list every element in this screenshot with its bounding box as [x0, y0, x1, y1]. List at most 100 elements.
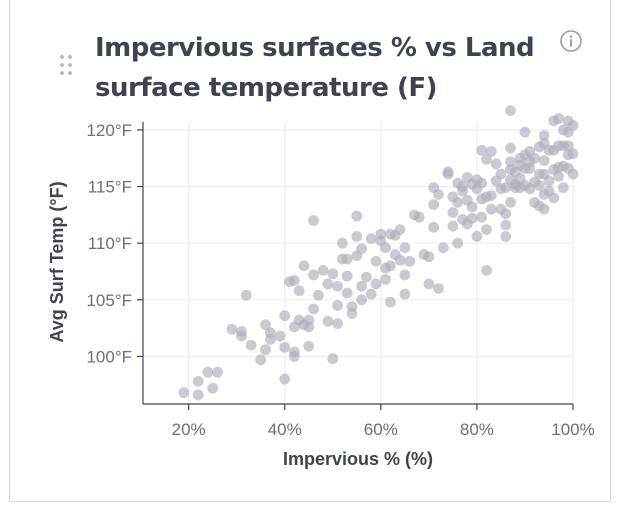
data-points	[178, 105, 579, 401]
data-point	[346, 301, 358, 313]
data-point	[481, 153, 492, 165]
data-point	[341, 270, 353, 282]
data-point	[442, 168, 454, 180]
data-point	[192, 389, 204, 401]
data-point	[533, 180, 545, 191]
x-tick-label: 100%	[551, 420, 594, 439]
data-point	[293, 285, 305, 297]
data-point	[308, 303, 319, 315]
info-icon[interactable]	[560, 30, 582, 52]
data-point	[505, 197, 516, 208]
data-point	[519, 126, 531, 138]
data-point	[341, 287, 353, 299]
data-point	[365, 288, 377, 300]
data-point	[308, 269, 319, 281]
data-point	[303, 340, 315, 352]
data-point	[399, 288, 411, 300]
data-point	[385, 296, 396, 308]
data-point	[476, 177, 488, 189]
data-point	[543, 175, 555, 187]
data-point	[327, 353, 339, 365]
data-point	[548, 192, 560, 204]
data-point	[538, 130, 550, 141]
data-point	[423, 251, 435, 263]
x-axis-label: Impervious % (%)	[283, 449, 433, 469]
y-tick-label: 110°F	[88, 234, 132, 253]
data-point	[332, 300, 343, 311]
data-point	[380, 242, 392, 254]
data-point	[385, 260, 396, 272]
data-point	[481, 224, 492, 235]
data-point	[288, 275, 300, 286]
data-point	[327, 268, 339, 280]
data-point	[312, 289, 324, 301]
data-point	[485, 203, 497, 215]
data-point	[529, 152, 540, 164]
data-point	[298, 260, 310, 272]
data-point	[255, 354, 267, 366]
data-point	[476, 144, 488, 156]
data-point	[236, 330, 247, 342]
data-point	[447, 207, 459, 219]
data-point	[553, 170, 564, 182]
data-point	[240, 289, 252, 301]
data-point	[226, 323, 238, 335]
data-point	[351, 230, 363, 242]
data-point	[505, 105, 516, 117]
data-point	[562, 140, 574, 152]
chart-title: Impervious surfaces % vs Land surface te…	[95, 33, 535, 103]
data-point	[356, 294, 368, 306]
data-point	[567, 119, 579, 131]
data-point	[380, 274, 392, 285]
data-point	[264, 334, 276, 345]
data-point	[332, 280, 343, 292]
drag-handle-icon[interactable]	[60, 55, 74, 77]
data-point	[538, 155, 550, 166]
data-point	[245, 339, 257, 351]
data-point	[481, 264, 492, 276]
chart-card	[9, 0, 611, 502]
x-tick-label: 20%	[172, 420, 206, 439]
data-point	[260, 319, 271, 331]
data-point	[404, 255, 416, 267]
data-point	[567, 168, 579, 180]
x-tick-label: 40%	[268, 420, 302, 439]
data-point	[308, 215, 319, 226]
data-point	[413, 211, 425, 223]
data-point	[500, 208, 512, 220]
data-point	[322, 315, 334, 327]
data-point	[490, 158, 502, 170]
data-point	[365, 233, 377, 245]
y-tick-label: 105°F	[86, 291, 132, 310]
data-point	[361, 271, 372, 283]
x-tick-label: 60%	[364, 420, 398, 439]
data-point	[423, 278, 435, 290]
data-point	[260, 344, 271, 356]
data-point	[332, 318, 343, 329]
data-point	[288, 351, 300, 362]
data-point	[341, 253, 353, 265]
data-point	[202, 366, 214, 378]
data-point	[457, 185, 468, 197]
data-point	[274, 330, 286, 342]
data-point	[428, 199, 440, 211]
data-point	[317, 264, 329, 276]
y-tick-label: 120°F	[86, 121, 132, 140]
data-point	[495, 168, 507, 180]
data-point	[485, 190, 497, 202]
data-point	[447, 220, 459, 232]
data-point	[505, 156, 516, 168]
y-axis-label: Avg Surf Temp (°F)	[47, 181, 67, 342]
data-point	[370, 278, 382, 290]
data-point	[394, 254, 406, 266]
data-point	[207, 382, 219, 394]
data-point	[524, 163, 536, 174]
data-point	[500, 219, 512, 231]
data-point	[279, 341, 291, 353]
data-point	[192, 375, 204, 387]
data-point	[500, 182, 512, 194]
data-point	[466, 201, 478, 213]
data-point	[336, 237, 348, 249]
data-point	[279, 373, 291, 385]
